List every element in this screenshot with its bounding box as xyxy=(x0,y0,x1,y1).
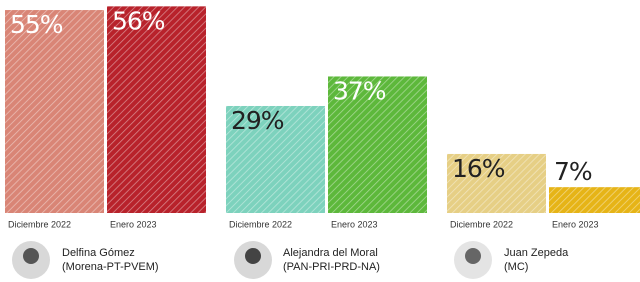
candidate-name: Alejandra del Moral xyxy=(283,247,378,259)
chart: 55% Diciembre 2022 56% Enero 2023 Delfina Gó… xyxy=(0,0,640,282)
candidate-party: (MC) xyxy=(504,261,528,273)
value-label: 55% xyxy=(10,10,63,39)
bar-hatch xyxy=(107,6,206,213)
candidate-name: Juan Zepeda xyxy=(504,247,569,259)
value-label: 7% xyxy=(554,157,592,186)
x-tick-label: Enero 2023 xyxy=(110,219,157,229)
bar-hatch xyxy=(549,187,640,213)
x-tick-label: Diciembre 2022 xyxy=(450,219,513,229)
value-label: 16% xyxy=(452,154,505,183)
candidate-name: Delfina Gómez xyxy=(62,247,135,259)
value-label: 56% xyxy=(112,6,165,35)
avatar-face xyxy=(245,248,261,264)
x-tick-label: Diciembre 2022 xyxy=(229,219,292,229)
candidate-party: (Morena-PT-PVEM) xyxy=(62,261,159,273)
candidate-party: (PAN-PRI-PRD-NA) xyxy=(283,261,380,273)
x-tick-label: Enero 2023 xyxy=(331,219,378,229)
bar-hatch xyxy=(5,10,104,213)
avatar-face xyxy=(23,248,39,264)
x-tick-label: Diciembre 2022 xyxy=(8,219,71,229)
value-label: 29% xyxy=(231,106,284,135)
value-label: 37% xyxy=(333,76,386,105)
avatar-face xyxy=(465,248,481,264)
x-tick-label: Enero 2023 xyxy=(552,219,599,229)
